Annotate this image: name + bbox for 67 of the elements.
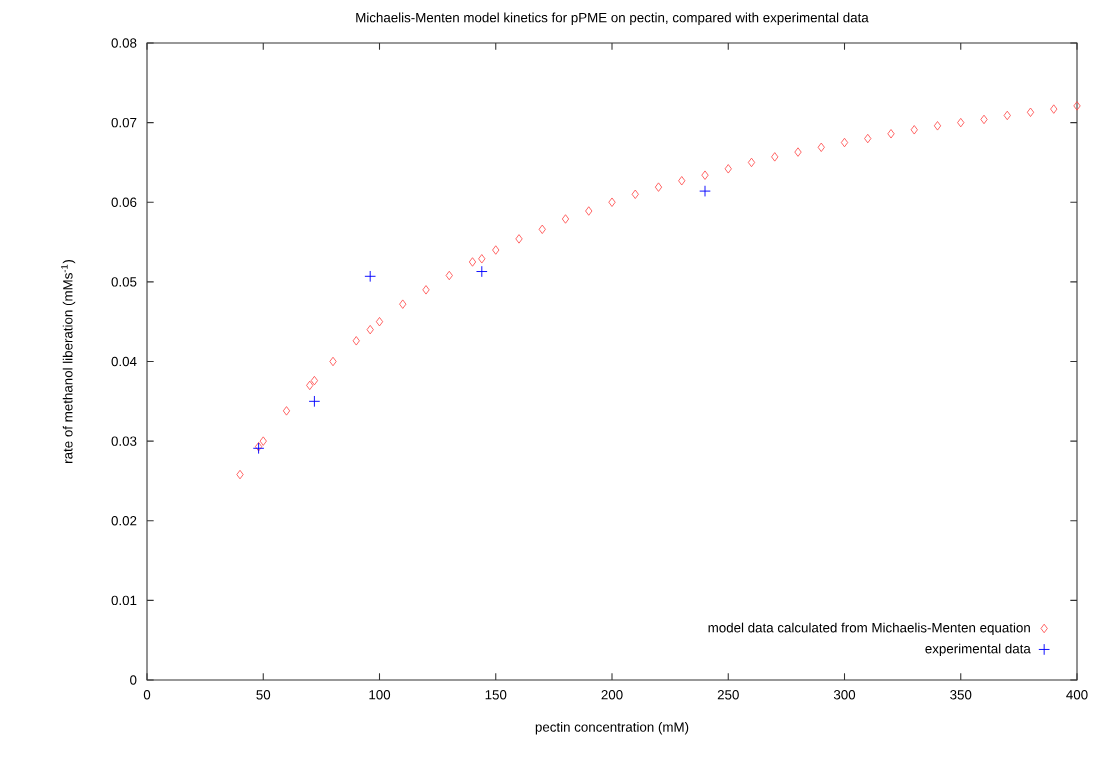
x-tick-label: 0 xyxy=(143,690,151,700)
point xyxy=(364,270,377,283)
point xyxy=(515,234,523,244)
y-tick-label: 0.08 xyxy=(111,38,137,48)
y-tick-label: 0.03 xyxy=(111,436,137,446)
point xyxy=(608,197,616,207)
point xyxy=(1050,104,1058,114)
x-tick-label: 350 xyxy=(950,690,972,700)
point xyxy=(747,157,756,168)
x-tick-label: 50 xyxy=(256,690,271,700)
chart-title: Michaelis-Menten model kinetics for pPME on pectin, compared with experimental data xyxy=(356,12,869,25)
point xyxy=(468,257,477,267)
point xyxy=(724,164,732,174)
point xyxy=(585,206,593,216)
point xyxy=(422,285,430,295)
y-tick-label: 0.06 xyxy=(111,197,137,207)
point xyxy=(366,324,374,335)
point xyxy=(864,133,872,144)
x-tick-label: 100 xyxy=(369,690,391,700)
legend-label: model data calculated from Michaelis-Menten equation xyxy=(708,622,1030,636)
point xyxy=(259,436,267,446)
x-tick-label: 150 xyxy=(485,690,507,700)
point xyxy=(910,125,918,135)
y-tick-label: 0.02 xyxy=(111,516,137,526)
y-axis-title: rate of methanol liberation (mMs$^{-1}$) xyxy=(61,260,76,463)
point xyxy=(701,170,709,180)
point xyxy=(282,406,291,416)
point xyxy=(771,152,779,162)
point xyxy=(794,147,802,157)
point xyxy=(980,114,988,125)
point xyxy=(538,224,546,234)
point xyxy=(957,117,965,128)
x-tick-label: 250 xyxy=(717,690,739,700)
point xyxy=(476,265,488,278)
x-tick-label: 400 xyxy=(1066,690,1088,700)
y-tick-label: 0.01 xyxy=(111,595,137,606)
x-axis-title: pectin concentration (mM) xyxy=(535,721,689,735)
y-tick-label: 0 xyxy=(130,675,137,685)
y-tick-label: 0.07 xyxy=(111,117,137,128)
point xyxy=(561,214,570,224)
point xyxy=(654,182,663,192)
point xyxy=(1026,107,1035,117)
point xyxy=(352,336,360,346)
point xyxy=(478,254,486,264)
point xyxy=(308,395,321,408)
point xyxy=(1073,101,1081,111)
point xyxy=(236,469,244,480)
y-tick-label: 0.05 xyxy=(111,277,137,287)
legend-label: experimental data xyxy=(925,643,1031,657)
point xyxy=(399,299,407,309)
point xyxy=(445,270,453,281)
point xyxy=(329,356,337,367)
y-tick-label: 0.04 xyxy=(111,356,137,367)
point xyxy=(306,380,314,391)
point xyxy=(631,189,639,199)
point xyxy=(678,176,686,186)
point xyxy=(817,142,825,152)
point xyxy=(492,245,500,255)
x-tick-label: 200 xyxy=(601,690,623,700)
x-tick-label: 300 xyxy=(833,690,856,700)
point xyxy=(375,317,384,327)
point xyxy=(699,185,711,197)
point xyxy=(887,129,895,139)
point xyxy=(840,137,849,148)
point xyxy=(310,375,318,386)
point xyxy=(1003,110,1011,121)
point xyxy=(933,121,942,131)
